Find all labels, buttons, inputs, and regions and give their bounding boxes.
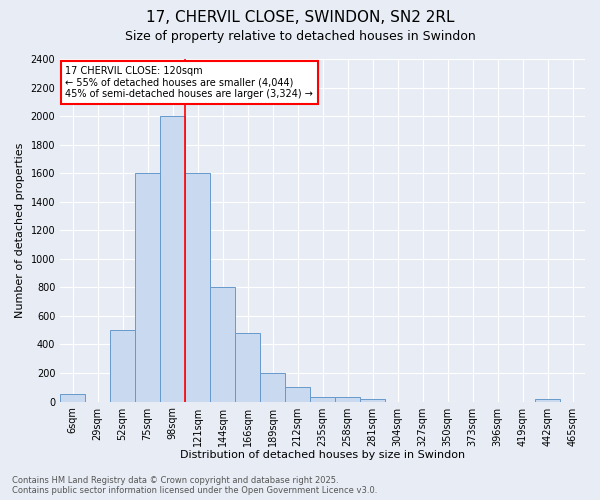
Text: 17, CHERVIL CLOSE, SWINDON, SN2 2RL: 17, CHERVIL CLOSE, SWINDON, SN2 2RL: [146, 10, 454, 25]
Y-axis label: Number of detached properties: Number of detached properties: [15, 142, 25, 318]
Bar: [335, 398, 360, 402]
X-axis label: Distribution of detached houses by size in Swindon: Distribution of detached houses by size …: [180, 450, 465, 460]
Bar: [135, 173, 160, 402]
Bar: [285, 388, 310, 402]
Bar: [310, 396, 335, 402]
Text: 17 CHERVIL CLOSE: 120sqm
← 55% of detached houses are smaller (4,044)
45% of sem: 17 CHERVIL CLOSE: 120sqm ← 55% of detach…: [65, 66, 313, 99]
Bar: [360, 398, 385, 402]
Bar: [210, 288, 235, 402]
Bar: [110, 330, 135, 402]
Text: Contains HM Land Registry data © Crown copyright and database right 2025.
Contai: Contains HM Land Registry data © Crown c…: [12, 476, 377, 495]
Bar: [185, 173, 210, 402]
Bar: [535, 398, 560, 402]
Bar: [60, 394, 85, 402]
Bar: [235, 333, 260, 402]
Bar: [160, 116, 185, 402]
Bar: [260, 373, 285, 402]
Text: Size of property relative to detached houses in Swindon: Size of property relative to detached ho…: [125, 30, 475, 43]
